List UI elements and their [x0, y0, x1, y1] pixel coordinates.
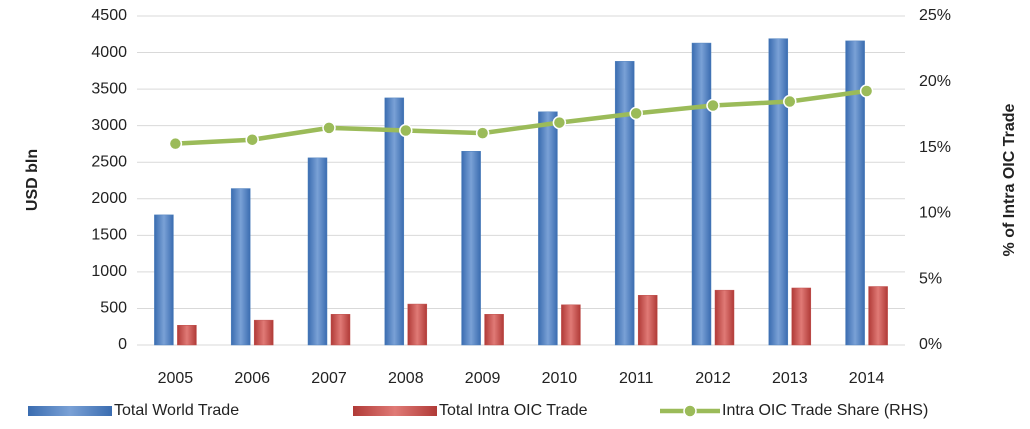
bar [691, 42, 712, 346]
x-tick-label: 2008 [388, 370, 424, 387]
bar [614, 61, 635, 346]
line [175, 88, 867, 146]
bar [538, 111, 558, 346]
x-tick-label: 2014 [849, 370, 885, 387]
y-axis-title: USD bln [24, 149, 41, 211]
y-tick-label: 500 [100, 300, 127, 317]
bar [868, 286, 888, 346]
bar [714, 289, 735, 346]
y-tick-label: 2500 [91, 153, 127, 170]
x-tick-label: 2013 [772, 370, 808, 387]
line-marker [783, 94, 797, 109]
line-marker [706, 98, 720, 113]
y-tick-label: 1500 [91, 227, 127, 244]
legend-label: Total Intra OIC Trade [439, 402, 588, 419]
bar [407, 303, 428, 346]
bar [637, 295, 658, 346]
y-tick-label: 3000 [91, 117, 127, 134]
line-marker [859, 84, 874, 98]
line-marker [245, 132, 259, 147]
bar [154, 214, 174, 346]
y-tick-label: 0 [118, 336, 127, 353]
legend-label: Intra OIC Trade Share (RHS) [722, 402, 928, 419]
line-marker [168, 136, 183, 151]
y2-tick-label: 0% [919, 336, 942, 353]
legend-marker [683, 404, 697, 418]
y-tick-label: 3500 [91, 80, 127, 97]
y2-axis-title: % of Intra OIC Trade [1001, 103, 1018, 256]
y-tick-label: 1000 [91, 263, 127, 280]
bar [384, 97, 405, 346]
bar [845, 40, 865, 346]
line-marker [552, 115, 567, 130]
legend-swatch [28, 406, 112, 416]
x-tick-label: 2011 [619, 370, 654, 387]
y2-tick-label: 20% [919, 73, 951, 90]
legend-swatch [353, 406, 437, 416]
y2-tick-label: 15% [919, 139, 951, 156]
line-marker [399, 123, 413, 138]
y-tick-label: 4000 [91, 44, 127, 61]
y2-tick-label: 5% [919, 270, 942, 287]
x-tick-label: 2006 [234, 370, 270, 387]
y-tick-label: 4500 [91, 7, 127, 24]
legend-label: Total World Trade [114, 402, 239, 419]
bar [768, 38, 789, 346]
y2-tick-label: 25% [919, 7, 951, 24]
bar [484, 314, 504, 346]
y-tick-label: 2000 [91, 190, 127, 207]
bar [177, 325, 197, 346]
bar [330, 314, 351, 346]
bar [791, 287, 812, 346]
bar [307, 157, 328, 346]
line-marker [322, 121, 336, 135]
x-tick-label: 2009 [465, 370, 501, 387]
line-marker [629, 106, 643, 121]
bar [253, 319, 274, 346]
x-tick-label: 2012 [695, 370, 731, 387]
x-tick-label: 2005 [158, 370, 194, 387]
bar [230, 188, 251, 346]
bar [461, 151, 481, 346]
y2-tick-label: 10% [919, 205, 951, 222]
x-tick-label: 2010 [542, 370, 578, 387]
bar [561, 304, 581, 346]
x-tick-label: 2007 [311, 370, 347, 387]
line-marker [475, 126, 490, 140]
